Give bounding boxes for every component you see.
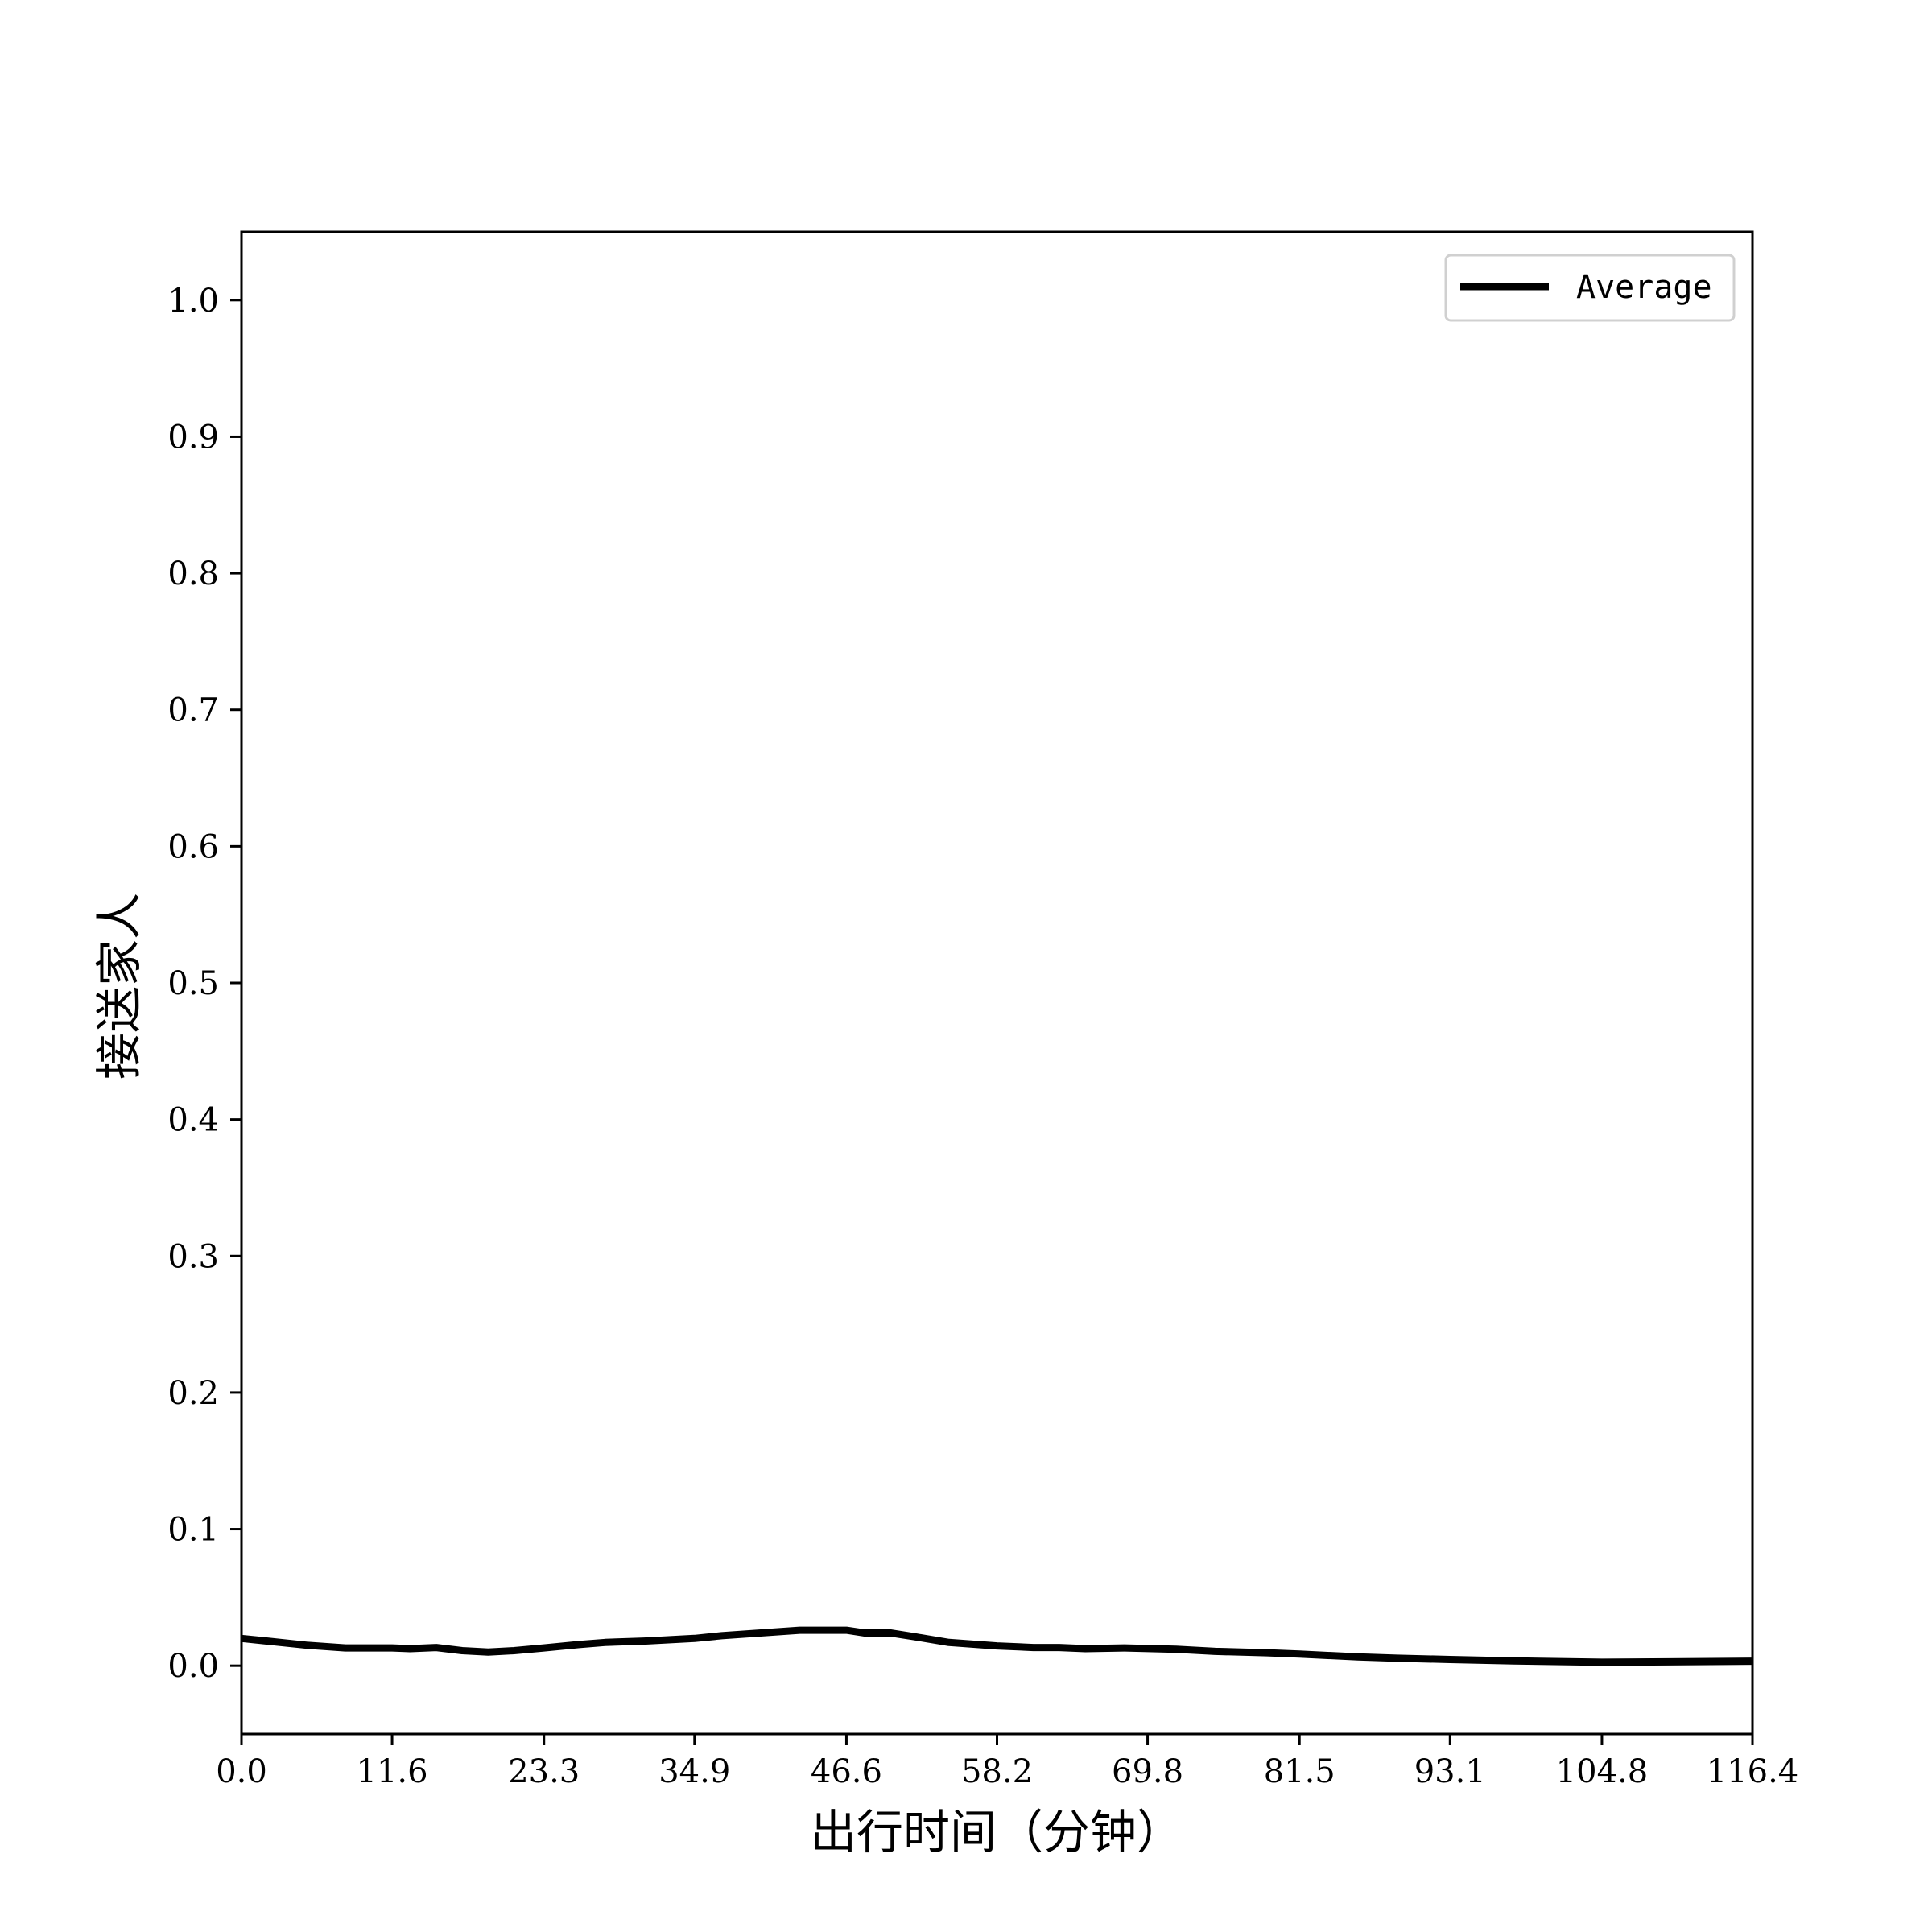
x-tick-label: 58.2 (961, 1753, 1033, 1790)
y-tick-label: 0.5 (167, 965, 219, 1002)
plot-frame (240, 230, 1754, 1736)
legend-box (1444, 254, 1736, 322)
series-layer (241, 1626, 1753, 1666)
y-tick-label: 1.0 (167, 283, 219, 320)
legend: Average (1444, 254, 1736, 322)
y-tick-label: 0.4 (167, 1102, 219, 1139)
x-tick-label: 11.6 (357, 1753, 428, 1790)
x-tick-label: 104.8 (1556, 1753, 1649, 1790)
legend-label: Average (1576, 269, 1712, 306)
x-tick-label: 69.8 (1112, 1753, 1183, 1790)
y-tick-label: 0.0 (167, 1648, 219, 1685)
x-tick-label: 81.5 (1264, 1753, 1335, 1790)
x-tick-label: 46.6 (811, 1753, 882, 1790)
y-tick-label: 0.6 (167, 828, 219, 865)
y-tick-label: 0.8 (167, 555, 219, 592)
y-tick-label: 0.2 (167, 1375, 219, 1412)
x-tick-label: 93.1 (1414, 1753, 1486, 1790)
x-tick-label: 116.4 (1707, 1753, 1799, 1790)
x-axis-label: 出行时间（分钟） (810, 1805, 1183, 1860)
y-tick-label: 0.7 (167, 692, 219, 729)
y-tick-label: 0.1 (167, 1512, 219, 1549)
y-tick-label: 0.3 (167, 1238, 219, 1275)
y-axis-label: 接送家人 (92, 893, 147, 1080)
series-line-average (241, 1626, 1753, 1666)
ticks-layer: 0.0 11.6 23.3 34.9 46.6 58.2 69.8 81.5 93.1 104.8… (167, 283, 1798, 1790)
y-tick-label: 0.9 (167, 419, 219, 456)
x-tick-label: 0.0 (216, 1753, 267, 1790)
x-tick-label: 23.3 (508, 1753, 580, 1790)
x-tick-label: 34.9 (658, 1753, 730, 1790)
